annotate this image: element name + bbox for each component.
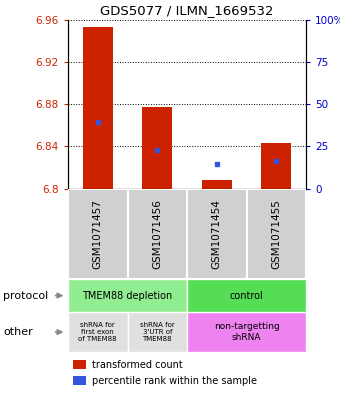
FancyBboxPatch shape <box>246 189 306 279</box>
FancyBboxPatch shape <box>128 189 187 279</box>
FancyBboxPatch shape <box>68 189 128 279</box>
Bar <box>73 360 86 369</box>
Text: GSM1071455: GSM1071455 <box>271 199 281 269</box>
Text: protocol: protocol <box>3 290 49 301</box>
FancyBboxPatch shape <box>187 279 306 312</box>
Text: shRNA for
3'UTR of
TMEM88: shRNA for 3'UTR of TMEM88 <box>140 322 175 342</box>
Text: percentile rank within the sample: percentile rank within the sample <box>92 376 257 386</box>
Text: GSM1071457: GSM1071457 <box>93 199 103 269</box>
Text: control: control <box>230 291 264 301</box>
FancyBboxPatch shape <box>128 312 187 352</box>
Bar <box>202 180 232 189</box>
Text: other: other <box>3 327 33 337</box>
Bar <box>142 107 172 189</box>
FancyBboxPatch shape <box>187 189 246 279</box>
FancyBboxPatch shape <box>187 312 306 352</box>
Bar <box>83 27 113 189</box>
Text: TMEM88 depletion: TMEM88 depletion <box>82 291 173 301</box>
Title: GDS5077 / ILMN_1669532: GDS5077 / ILMN_1669532 <box>100 4 274 17</box>
FancyBboxPatch shape <box>68 279 187 312</box>
Text: GSM1071456: GSM1071456 <box>152 199 162 269</box>
FancyBboxPatch shape <box>68 312 128 352</box>
Bar <box>261 143 291 189</box>
Text: non-targetting
shRNA: non-targetting shRNA <box>214 322 279 342</box>
Bar <box>73 376 86 386</box>
Text: shRNA for
first exon
of TMEM88: shRNA for first exon of TMEM88 <box>79 322 117 342</box>
Text: transformed count: transformed count <box>92 360 183 370</box>
Text: GSM1071454: GSM1071454 <box>212 199 222 269</box>
